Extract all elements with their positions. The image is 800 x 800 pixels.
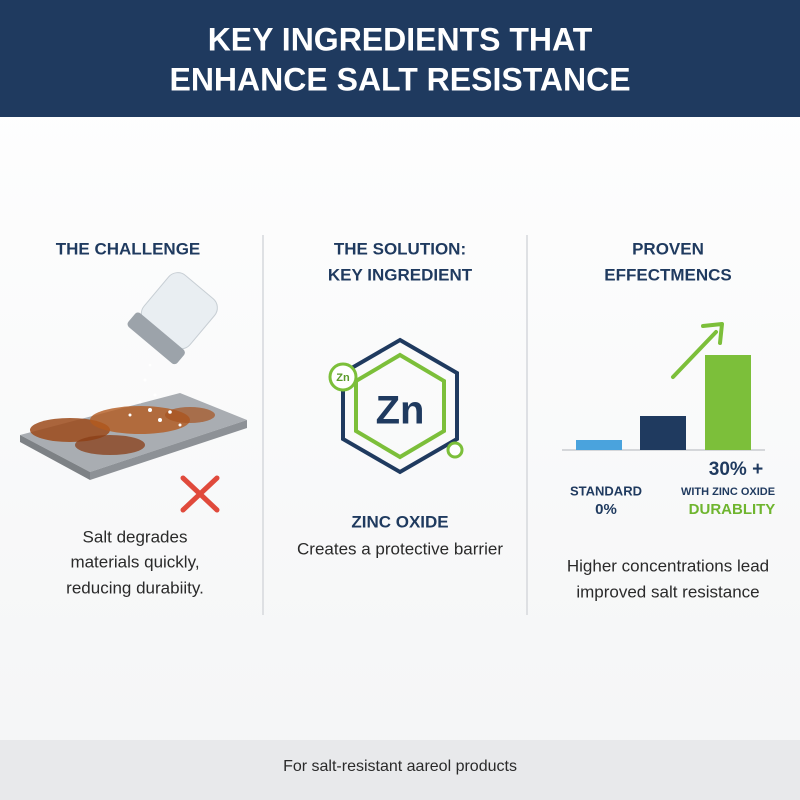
column-title: THE SOLUTION: bbox=[334, 239, 466, 258]
header-title: ENHANCE SALT RESISTANCE bbox=[169, 61, 630, 97]
zinc-badge: Zn bbox=[336, 372, 350, 384]
rusty-plate-illustration bbox=[20, 272, 247, 513]
column-title: EFFECTMENCS bbox=[604, 265, 732, 284]
column-body: improved salt resistance bbox=[576, 582, 759, 601]
header-band bbox=[0, 0, 800, 117]
improved-note: DURABLITY bbox=[689, 501, 776, 518]
footer-text: For salt-resistant aareol products bbox=[283, 758, 517, 775]
column-title: PROVEN bbox=[632, 239, 704, 258]
column-body: Higher concentrations lead bbox=[567, 556, 769, 575]
column-title: KEY INGREDIENT bbox=[328, 265, 473, 284]
column-body: Creates a protective barrier bbox=[297, 539, 503, 558]
improved-label: WITH ZINC OXIDE bbox=[681, 486, 775, 498]
header-title: KEY INGREDIENTS THAT bbox=[208, 21, 593, 57]
column-title: THE CHALLENGE bbox=[56, 239, 201, 258]
improved-value: 30% + bbox=[709, 459, 763, 480]
zinc-symbol: Zn bbox=[376, 389, 425, 433]
comparison-illustration bbox=[562, 322, 765, 451]
column-body: reducing durabiity. bbox=[66, 578, 204, 597]
standard-label: STANDARD bbox=[570, 483, 642, 498]
column-body: materials quickly, bbox=[70, 552, 199, 571]
standard-value: 0% bbox=[595, 501, 617, 518]
zinc-icon bbox=[328, 337, 464, 475]
footer-band bbox=[0, 740, 800, 800]
column-body: Salt degrades bbox=[83, 527, 188, 546]
ingredient-name: ZINC OXIDE bbox=[351, 512, 448, 531]
